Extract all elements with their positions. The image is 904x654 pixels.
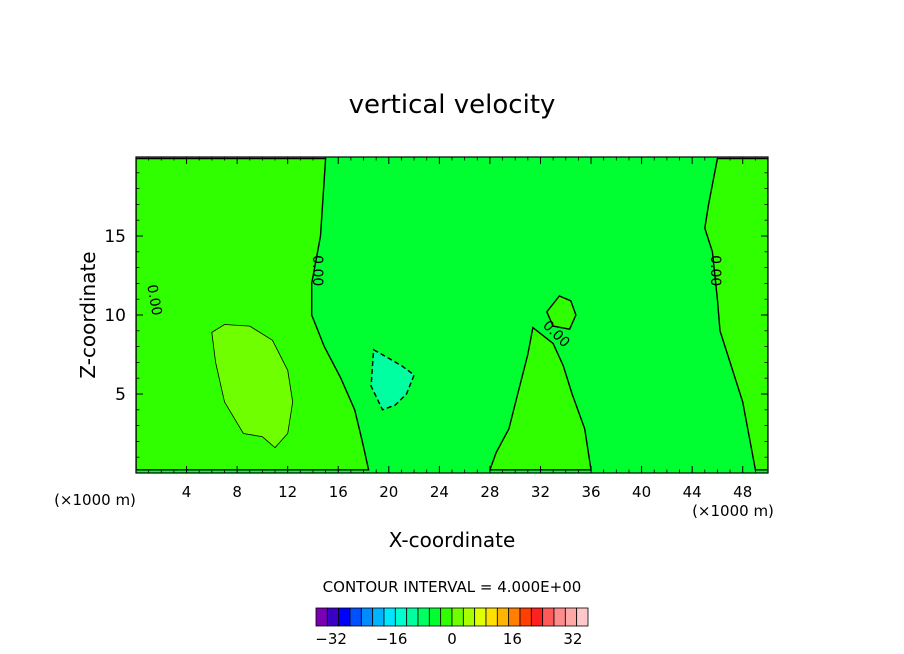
x-tick-label: 32 bbox=[531, 483, 550, 501]
x-tick-label: 24 bbox=[430, 483, 449, 501]
x-axis-ticks: 4 8 12 16 20 24 28 32 36 40 44 48 bbox=[148, 157, 756, 501]
contour-interval-text: CONTOUR INTERVAL = 4.000E+00 bbox=[323, 578, 582, 596]
colorbar-cell bbox=[576, 607, 589, 627]
colorbar-cell bbox=[360, 607, 374, 627]
contour-line-upward-left bbox=[136, 157, 370, 471]
colorbar-cell bbox=[338, 607, 351, 627]
region-downward-region bbox=[371, 349, 415, 410]
colorbar-cell bbox=[564, 607, 578, 627]
y-tick-label: 10 bbox=[104, 306, 126, 326]
x-axis-label: X-coordinate bbox=[389, 528, 516, 552]
plot-area: 0.000.000.000.00 bbox=[135, 156, 769, 474]
colorbar-tick-labels: −32 −16 0 16 32 bbox=[315, 630, 582, 648]
contour-line-upward-right bbox=[704, 157, 768, 471]
colorbar-cell bbox=[326, 607, 340, 627]
colorbar-cell bbox=[519, 607, 532, 627]
region-upward-left bbox=[136, 158, 369, 470]
x-tick-label: 8 bbox=[232, 483, 242, 501]
y-tick-label: 15 bbox=[104, 227, 126, 247]
colorbar-tick-label: 32 bbox=[563, 630, 582, 648]
colorbar-cell bbox=[542, 607, 555, 627]
region-upward-right bbox=[704, 158, 768, 470]
colorbar-cell bbox=[462, 607, 476, 627]
y-axis-label: Z-coordinate bbox=[76, 251, 100, 378]
zero-contour-label: 0.00 bbox=[707, 255, 723, 286]
region-upward-mid-bulge bbox=[489, 327, 591, 470]
contour-regions bbox=[136, 158, 768, 470]
colorbar-cell bbox=[530, 607, 544, 627]
x-tick-label: 4 bbox=[182, 483, 192, 501]
y-tick-label: 5 bbox=[115, 385, 126, 405]
colorbar-tick-label: 16 bbox=[503, 630, 522, 648]
contour-line-downward-region bbox=[370, 348, 415, 411]
colorbar-tick-label: 0 bbox=[447, 630, 457, 648]
x-tick-label: 28 bbox=[480, 483, 499, 501]
colorbar-cell bbox=[440, 607, 453, 627]
colorbar-cell bbox=[315, 607, 328, 627]
colorbar-tick-label: −16 bbox=[376, 630, 408, 648]
x-tick-label: 48 bbox=[733, 483, 752, 501]
colorbar-cell bbox=[349, 607, 362, 627]
colorbar-cell bbox=[496, 607, 510, 627]
region-upward-strong bbox=[211, 324, 293, 448]
colorbar bbox=[315, 607, 589, 627]
zero-contour-label: 0.00 bbox=[143, 283, 164, 316]
colorbar-cell bbox=[383, 607, 396, 627]
x-tick-label: 40 bbox=[632, 483, 651, 501]
region-upward-cap bbox=[546, 296, 576, 330]
zero-contour-label: 0.00 bbox=[309, 255, 325, 286]
colorbar-cell bbox=[508, 607, 521, 627]
x-tick-label: 12 bbox=[278, 483, 297, 501]
contour-line-upward-strong bbox=[211, 324, 294, 449]
x-tick-label: 44 bbox=[683, 483, 702, 501]
colorbar-cell bbox=[428, 607, 442, 627]
colorbar-cell bbox=[372, 607, 385, 627]
colorbar-tick-label: −32 bbox=[315, 630, 347, 648]
colorbar-cell bbox=[474, 607, 487, 627]
contour-line-upward-cap bbox=[545, 295, 577, 330]
colorbar-cell bbox=[394, 607, 408, 627]
x-unit-right: (×1000 m) bbox=[692, 502, 774, 520]
colorbar-cell bbox=[485, 607, 498, 627]
x-unit-left: (×1000 m) bbox=[54, 491, 136, 509]
x-tick-label: 20 bbox=[379, 483, 398, 501]
colorbar-cell bbox=[406, 607, 419, 627]
colorbar-cell bbox=[451, 607, 464, 627]
y-axis-ticks: 5 10 15 bbox=[104, 172, 768, 458]
colorbar-cell bbox=[417, 607, 430, 627]
x-tick-label: 16 bbox=[329, 483, 348, 501]
colorbar-cell bbox=[553, 607, 566, 627]
chart-title: vertical velocity bbox=[349, 90, 556, 120]
x-tick-label: 36 bbox=[581, 483, 600, 501]
